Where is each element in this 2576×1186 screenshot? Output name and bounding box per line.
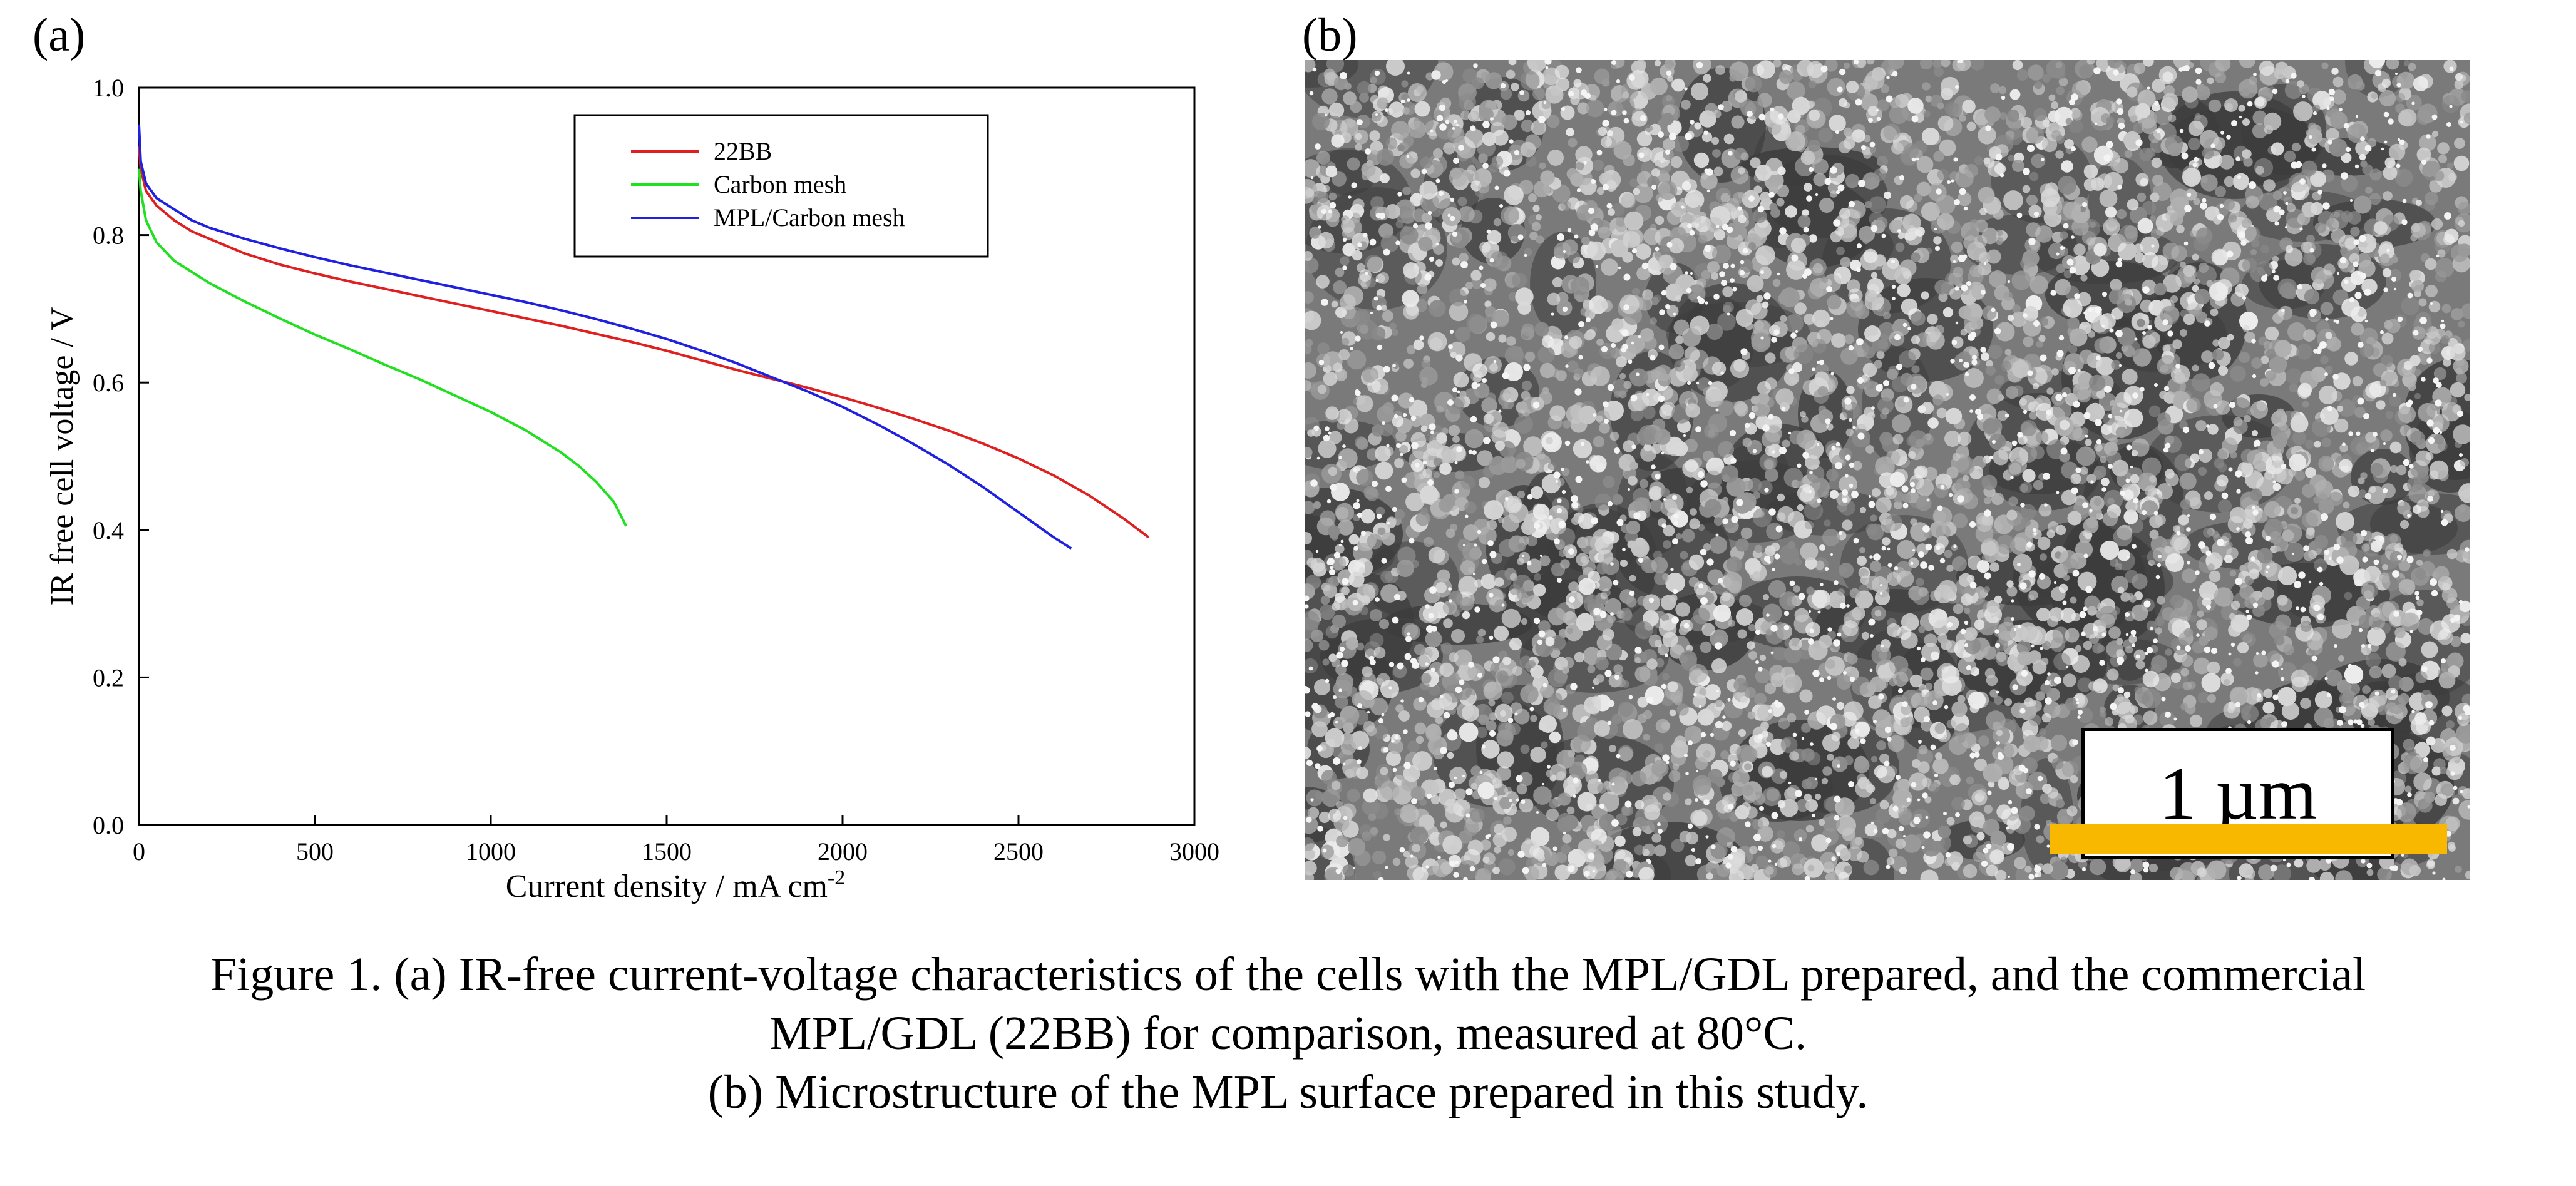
panel-label-a: (a) <box>33 9 86 61</box>
y-tick-label-4: 0.8 <box>93 222 124 250</box>
x-tick-label-5: 2500 <box>993 837 1044 866</box>
y-tick-label-0: 0.0 <box>93 811 124 839</box>
y-tick-label-3: 0.6 <box>93 369 124 397</box>
micrograph-texture <box>1305 60 2470 880</box>
y-tick-label-5: 1.0 <box>93 74 124 102</box>
legend-entry-1: Carbon mesh <box>714 170 846 198</box>
y-axis-label: IR free cell voltage / V <box>44 307 80 606</box>
scale-label: 1 µm <box>2158 752 2317 835</box>
sem-micrograph: 1 µm <box>1305 60 2470 880</box>
series-line-22bb <box>138 146 1150 539</box>
x-tick-label-1: 500 <box>296 837 334 866</box>
legend-entry-0: 22BB <box>714 137 772 165</box>
y-tick-label-1: 0.2 <box>93 663 124 692</box>
x-tick-label-2: 1000 <box>466 837 516 866</box>
x-tick-label-4: 2000 <box>818 837 868 866</box>
y-tick-label-2: 0.4 <box>93 516 124 544</box>
x-tick-label-6: 3000 <box>1169 837 1219 866</box>
caption-line-3: (b) Microstructure of the MPL surface pr… <box>707 1066 1869 1118</box>
series-line-mpl-carbon-mesh <box>138 124 1072 550</box>
panel-label-b: (b) <box>1302 9 1358 61</box>
x-axis-label-superscript: -2 <box>828 866 845 889</box>
figure-caption: Figure 1. (a) IR-free current-voltage ch… <box>0 945 2576 1122</box>
caption-line-2: MPL/GDL (22BB) for comparison, measured … <box>769 1007 1807 1060</box>
x-tick-label-0: 0 <box>133 837 145 866</box>
x-axis-label: Current density / mA cm-2 <box>506 866 846 904</box>
voltage-current-chart: 0 500 1000 1500 2000 2500 3000 0.0 0.2 0.4 0.6 0.8 1… <box>44 74 1219 904</box>
x-tick-label-3: 1500 <box>642 837 692 866</box>
caption-line-1: Figure 1. (a) IR-free current-voltage ch… <box>210 948 2366 1001</box>
legend-entry-2: MPL/Carbon mesh <box>714 203 905 232</box>
scale-bar <box>2050 824 2447 854</box>
series-line-carbon-mesh <box>138 168 628 527</box>
